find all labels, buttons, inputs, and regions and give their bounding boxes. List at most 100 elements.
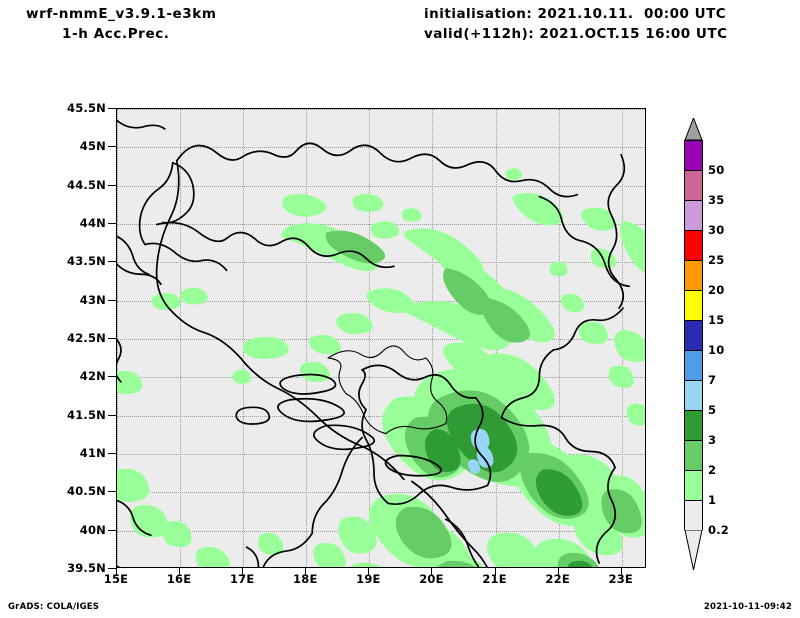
xtick-mark-5 <box>431 568 433 576</box>
ytick-label-4: 43.5N <box>67 254 106 269</box>
xtick-label-1: 16E <box>166 572 192 586</box>
xtick-label-4: 19E <box>356 572 381 586</box>
gridline-horizontal <box>117 454 645 455</box>
ytick-label-1: 45N <box>79 139 106 154</box>
ytick-mark-0 <box>108 108 116 109</box>
colorbar-tick-3: 3 <box>708 433 717 447</box>
xtick-mark-7 <box>557 568 559 576</box>
xtick-mark-3 <box>305 568 307 576</box>
ytick-label-5: 43N <box>79 292 106 307</box>
gridline-vertical <box>180 109 182 567</box>
gridline-horizontal <box>117 377 645 379</box>
colorbar-tick-7: 7 <box>708 373 717 387</box>
colorbar-min-arrow <box>684 529 703 571</box>
ytick-mark-12 <box>108 568 116 569</box>
ytick-mark-8 <box>108 414 116 416</box>
colorbar-tick-2: 2 <box>708 463 717 477</box>
colorbar-tick-20: 20 <box>708 283 725 297</box>
colorbar-cell-15 <box>684 290 703 320</box>
colorbar-cell-1 <box>684 470 703 500</box>
colorbar-tick-30: 30 <box>708 223 725 237</box>
gridline-vertical <box>306 109 308 567</box>
colorbar-cell-3 <box>684 410 703 440</box>
ytick-label-11: 40N <box>79 522 106 537</box>
coastline-borders <box>117 119 630 567</box>
colorbar-tick-50: 50 <box>708 163 725 177</box>
colorbar-cell-10 <box>684 320 703 350</box>
ytick-mark-1 <box>108 146 116 148</box>
ytick-label-6: 42.5N <box>67 331 106 345</box>
ytick-mark-10 <box>108 491 116 493</box>
initialisation-time: initialisation: 2021.10.11. 00:00 UTC <box>424 6 727 22</box>
xtick-mark-2 <box>242 568 244 576</box>
field-title: 1-h Acc.Prec. <box>62 26 170 42</box>
latitude-axis: 45.5N 45N 44.5N 44N 43.5N 43N 42.5N 42N 41.5N 41N… <box>0 0 106 618</box>
colorbar-tick-5: 5 <box>708 403 717 417</box>
generated-timestamp: 2021-10-11-09:42 <box>703 602 792 612</box>
ytick-mark-3 <box>108 223 116 224</box>
colorbar-tick-0.2: 0.2 <box>708 523 729 537</box>
colorbar-tick-35: 35 <box>708 193 725 207</box>
colorbar-cell-5 <box>684 380 703 410</box>
gridline-horizontal <box>117 262 645 264</box>
ytick-label-9: 41N <box>79 446 106 460</box>
xtick-mark-8 <box>620 568 622 576</box>
colorbar-tick-25: 25 <box>708 253 725 267</box>
ytick-label-0: 45.5N <box>67 101 106 115</box>
colorbar-cell-35 <box>684 170 703 200</box>
xtick-label-3: 18E <box>293 572 318 586</box>
colorbar-max-arrow <box>684 116 703 141</box>
model-title: wrf-nmmE_v3.9.1-e3km <box>26 6 217 22</box>
xtick-label-6: 21E <box>482 572 507 586</box>
ytick-mark-5 <box>108 299 116 301</box>
xtick-label-5: 20E <box>419 572 444 586</box>
xtick-mark-1 <box>179 568 181 576</box>
ytick-mark-2 <box>108 184 116 186</box>
gridline-horizontal <box>117 109 645 110</box>
ytick-mark-4 <box>108 261 116 263</box>
precipitation-map <box>117 119 645 567</box>
gridline-vertical <box>558 109 560 567</box>
precipitation-colorbar: 50 35 30 25 20 15 10 7 5 3 2 1 0.2 <box>684 116 729 571</box>
xtick-label-7: 22E <box>545 572 570 586</box>
gridline-vertical <box>117 109 118 567</box>
gridline-horizontal <box>117 415 645 417</box>
xtick-mark-6 <box>494 568 496 576</box>
xtick-mark-4 <box>368 568 370 576</box>
colorbar-tick-1: 1 <box>708 493 717 507</box>
gridline-horizontal <box>117 492 645 494</box>
colorbar-tick-10: 10 <box>708 343 725 357</box>
xtick-label-2: 17E <box>229 572 255 586</box>
colorbar-cell-25 <box>684 230 703 260</box>
ytick-label-8: 41.5N <box>67 407 106 422</box>
gridline-vertical <box>243 109 245 567</box>
xtick-label-8: 23E <box>608 572 633 586</box>
map-plot-area <box>116 108 646 568</box>
valid-time: valid(+112h): 2021.OCT.15 16:00 UTC <box>424 26 728 42</box>
ytick-label-3: 44N <box>79 216 106 230</box>
ytick-mark-11 <box>108 529 116 531</box>
ytick-label-2: 44.5N <box>67 177 106 192</box>
header: wrf-nmmE_v3.9.1-e3km 1-h Acc.Prec. initi… <box>0 0 800 58</box>
colorbar-cell-30 <box>684 200 703 230</box>
gridline-horizontal <box>117 185 645 187</box>
grads-source-label: GrADS: COLA/IGES <box>8 602 100 612</box>
ytick-mark-6 <box>108 338 116 339</box>
colorbar-tick-15: 15 <box>708 313 725 327</box>
ytick-label-7: 42N <box>79 369 106 384</box>
xtick-label-0: 15E <box>103 572 129 586</box>
colorbar-cell-50 <box>684 140 703 170</box>
colorbar-cell-0.2 <box>684 500 703 530</box>
colorbar-cell-2 <box>684 440 703 470</box>
ytick-mark-9 <box>108 453 116 454</box>
ytick-label-10: 40.5N <box>67 484 106 499</box>
gridline-vertical <box>432 109 434 567</box>
ytick-mark-7 <box>108 376 116 378</box>
xtick-mark-0 <box>116 568 117 576</box>
gridline-horizontal <box>117 339 645 340</box>
ytick-label-12: 39.5N <box>67 561 106 575</box>
colorbar-cell-7 <box>684 350 703 380</box>
gridline-vertical <box>369 109 371 567</box>
gridline-horizontal <box>117 147 645 149</box>
colorbar-cell-20 <box>684 260 703 290</box>
